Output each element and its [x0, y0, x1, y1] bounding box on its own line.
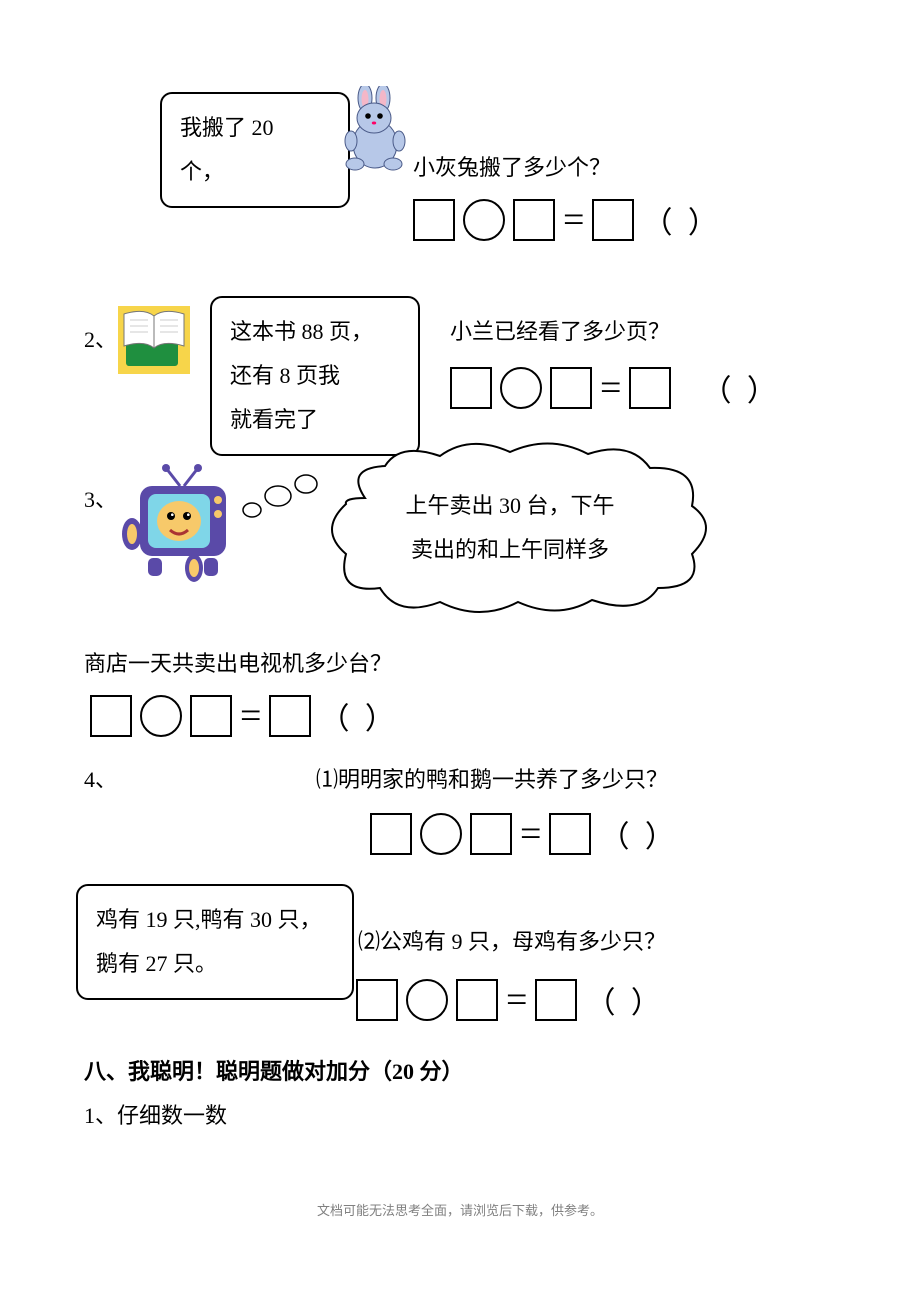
- blank-square: [535, 979, 577, 1021]
- blank-square: [450, 367, 492, 409]
- q3-equation: = （ ）: [90, 694, 399, 738]
- footer-text: 文档可能无法思考全面，请浏览后下载，供参考。: [0, 1200, 920, 1219]
- q3-question: 商店一天共卖出电视机多少台？: [84, 646, 392, 678]
- blank-square: [470, 813, 512, 855]
- q2-number: 2、: [84, 322, 117, 354]
- q1-bubble-line1: 我搬了 20: [180, 106, 330, 150]
- q4-sub1: ⑴明明家的鸭和鹅一共养了多少只？: [316, 762, 668, 794]
- blank-circle: [140, 695, 182, 737]
- blank-square: [269, 695, 311, 737]
- blank-square: [513, 199, 555, 241]
- blank-square: [592, 199, 634, 241]
- q2-speech-box: 这本书 88 页， 还有 8 页我 就看完了: [210, 296, 420, 456]
- thought-bubbles: [238, 472, 318, 522]
- blank-square: [550, 367, 592, 409]
- q4-sub2: ⑵公鸡有 9 只，母鸡有多少只？: [358, 924, 666, 956]
- q3-number: 3、: [84, 482, 117, 514]
- q2-question: 小兰已经看了多少页？: [450, 314, 670, 346]
- section8-title: 八、我聪明！聪明题做对加分（20 分）: [84, 1054, 464, 1086]
- equals-sign: =: [563, 201, 584, 239]
- blank-square: [549, 813, 591, 855]
- q2-bubble-line3: 就看完了: [230, 398, 400, 442]
- q4-speech-box: 鸡有 19 只,鸭有 30 只， 鹅有 27 只。: [76, 884, 354, 1000]
- rabbit-icon: [335, 86, 415, 182]
- blank-parens: （ ）: [599, 812, 679, 856]
- q4-equation-1: = （ ）: [370, 812, 679, 856]
- blank-parens: （ ）: [701, 366, 781, 410]
- q2-equation: = （ ）: [450, 366, 781, 410]
- blank-parens: （ ）: [642, 198, 722, 242]
- q1-speech-box: 我搬了 20 个，: [160, 92, 350, 208]
- q2-bubble-line2: 还有 8 页我: [230, 354, 400, 398]
- q4-bubble-line2: 鹅有 27 只。: [96, 942, 334, 986]
- book-icon: [118, 306, 190, 380]
- q1-question: 小灰兔搬了多少个？: [413, 150, 611, 182]
- q3-cloud-text: 上午卖出 30 台，下午 卖出的和上午同样多: [380, 484, 640, 572]
- page: 我搬了 20 个， 小灰兔搬了多少个？ = （ ）: [0, 0, 920, 1302]
- blank-parens: （ ）: [585, 978, 665, 1022]
- equals-sign: =: [506, 981, 527, 1019]
- section8-item1: 1、仔细数一数: [84, 1098, 227, 1130]
- q3-cloud-line1: 上午卖出 30 台，下午: [380, 484, 640, 528]
- blank-square: [629, 367, 671, 409]
- blank-square: [370, 813, 412, 855]
- q1-bubble-line2: 个，: [180, 150, 330, 194]
- q2-bubble-line1: 这本书 88 页，: [230, 310, 400, 354]
- q4-equation-2: = （ ）: [356, 978, 665, 1022]
- q4-bubble-line1: 鸡有 19 只,鸭有 30 只，: [96, 898, 334, 942]
- q1-equation: = （ ）: [413, 198, 722, 242]
- q4-number: 4、: [84, 762, 117, 794]
- equals-sign: =: [600, 369, 621, 407]
- blank-circle: [406, 979, 448, 1021]
- blank-square: [90, 695, 132, 737]
- blank-circle: [463, 199, 505, 241]
- equals-sign: =: [520, 815, 541, 853]
- blank-square: [413, 199, 455, 241]
- blank-circle: [500, 367, 542, 409]
- q3-cloud: 上午卖出 30 台，下午 卖出的和上午同样多: [300, 438, 720, 618]
- blank-square: [456, 979, 498, 1021]
- blank-circle: [420, 813, 462, 855]
- blank-parens: （ ）: [319, 694, 399, 738]
- blank-square: [190, 695, 232, 737]
- tv-icon: [120, 464, 240, 590]
- equals-sign: =: [240, 697, 261, 735]
- blank-square: [356, 979, 398, 1021]
- q3-cloud-line2: 卖出的和上午同样多: [380, 528, 640, 572]
